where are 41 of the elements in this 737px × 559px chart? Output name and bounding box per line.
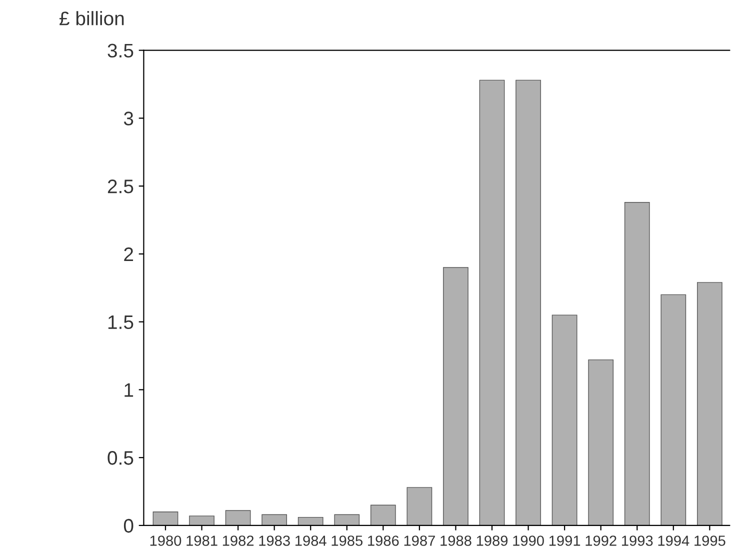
bar: [189, 516, 214, 526]
bar: [334, 514, 360, 526]
bar: [552, 314, 578, 526]
x-tick-label: 1985: [332, 536, 362, 546]
bar: [660, 294, 686, 526]
x-tick-label: 1980: [150, 536, 182, 546]
y-tick-label: 0: [124, 518, 134, 533]
x-tick-label: 1991: [549, 536, 580, 546]
x-tick-label: 1993: [622, 536, 653, 546]
y-tick-label: 0.5: [108, 451, 134, 465]
x-tick-label: 1981: [186, 536, 218, 546]
bar: [516, 80, 541, 526]
x-tick-label: 1995: [694, 536, 726, 546]
y-tick-label: 2: [124, 247, 134, 261]
y-tick-label: 1.5: [108, 315, 134, 330]
x-tick-label: 1982: [222, 536, 254, 546]
bar: [262, 514, 288, 526]
y-tick-label: 2.5: [108, 180, 134, 194]
bar: [298, 516, 324, 526]
x-tick-label: 1986: [368, 536, 399, 546]
x-tick-label: 1994: [658, 536, 690, 546]
x-tick-label: 1988: [440, 536, 472, 546]
x-tick-label: 1987: [404, 536, 435, 546]
y-tick-label: 1: [124, 383, 134, 397]
x-tick-label: 1989: [476, 536, 508, 546]
y-axis-title: £ billion: [60, 11, 124, 26]
y-tick-label: 3: [124, 112, 134, 126]
bar: [225, 510, 251, 526]
bar: [588, 359, 614, 526]
bar: [624, 202, 650, 526]
bar: [152, 512, 178, 526]
bar: [479, 80, 505, 526]
x-tick-label: 1983: [259, 536, 290, 546]
bar: [406, 487, 432, 526]
x-tick-label: 1984: [295, 536, 326, 546]
bar: [696, 282, 722, 526]
x-tick-label: 1990: [513, 536, 544, 546]
x-tick-label: 1992: [586, 536, 616, 546]
bar: [370, 504, 396, 526]
bar: [443, 267, 468, 526]
y-tick-label: 3.5: [108, 44, 134, 58]
